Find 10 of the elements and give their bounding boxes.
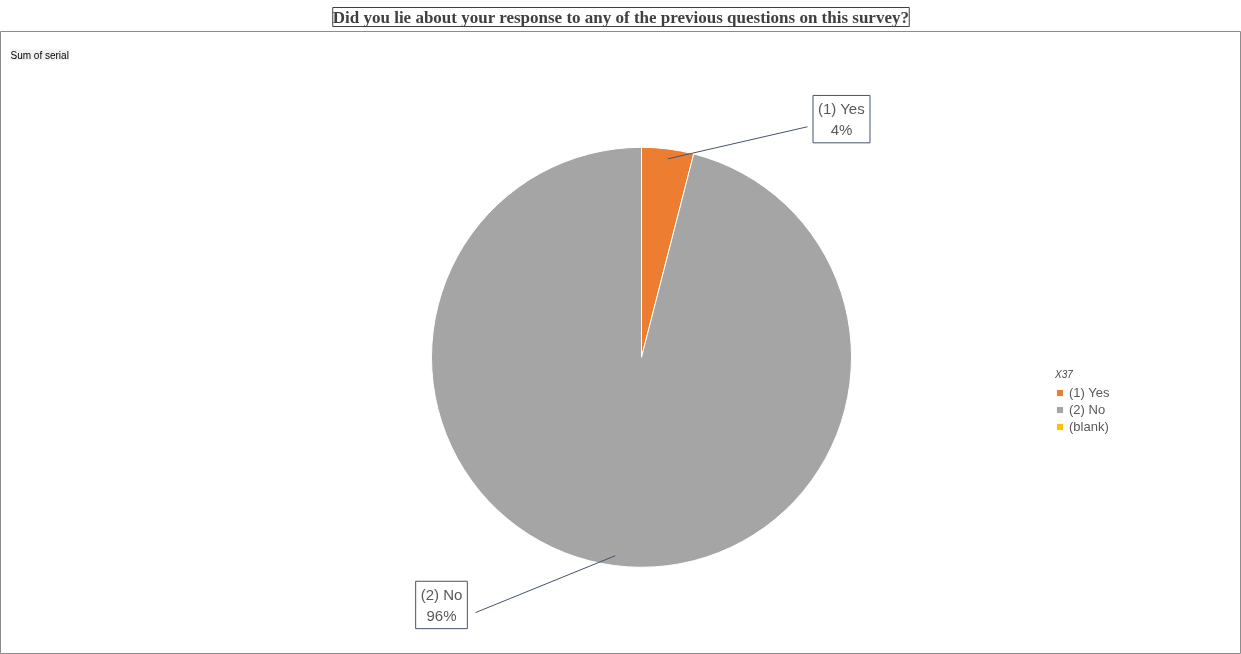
text: Sum of serial <box>10 49 69 61</box>
slice-label: (2) No <box>420 586 463 604</box>
slice-label: (1) Yes <box>818 100 865 118</box>
legend-title: X37 <box>1055 369 1074 380</box>
legend-label: (blank) <box>1069 419 1109 434</box>
legend-label: (1) Yes <box>1069 385 1110 400</box>
data-label: 4% <box>830 120 853 138</box>
data-label: 96% <box>426 606 457 624</box>
chart-title: Did you lie about your response to any of the previous questions on this survey? <box>332 7 909 27</box>
legend-label: (2) No <box>1069 402 1106 417</box>
